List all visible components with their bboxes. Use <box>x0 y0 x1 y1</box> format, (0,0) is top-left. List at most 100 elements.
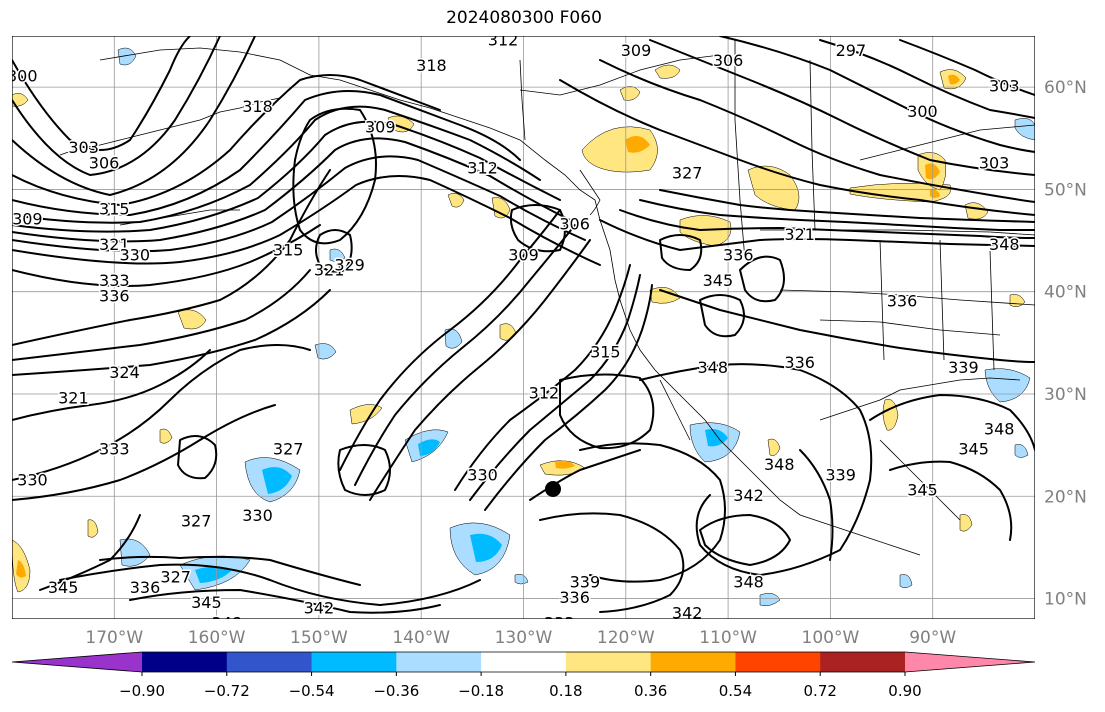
contour-value-label: 345 <box>48 578 79 597</box>
colorbar-segment <box>396 652 482 672</box>
contour-value-label: 324 <box>109 363 140 382</box>
map-title: 2024080300 F060 <box>446 8 602 28</box>
contour-value-label: 330 <box>242 506 273 525</box>
colorbar-segment <box>226 652 313 672</box>
latitude-tick-label: 60°N <box>1044 78 1087 98</box>
colorbar-extend-high <box>905 652 1035 672</box>
contour-value-label: 306 <box>713 51 744 70</box>
contour-value-label: 312 <box>488 31 519 50</box>
contour-value-label: 318 <box>416 56 447 75</box>
contour-value-label: 303 <box>68 138 99 157</box>
lat-lon-grid <box>12 36 1035 619</box>
contour-value-label: 297 <box>836 41 867 60</box>
contour-value-label: 330 <box>467 465 498 484</box>
contour-value-label: 348 <box>212 614 243 633</box>
longitude-tick-label: 160°W <box>188 628 246 648</box>
contour-lines <box>12 36 1035 614</box>
contour-value-label: 315 <box>273 240 304 259</box>
colorbar-tick-label: −0.18 <box>458 682 504 700</box>
longitude-tick-label: 110°W <box>699 628 757 648</box>
contour-value-label: 336 <box>887 291 918 310</box>
latitude-tick-label: 30°N <box>1044 385 1087 405</box>
contour-value-label: 327 <box>181 511 212 530</box>
latitude-tick-label: 20°N <box>1044 487 1087 507</box>
contour-value-label: 321 <box>58 389 89 408</box>
longitude-axis-labels: 170°W 160°W 150°W 140°W 130°W 120°W 110°W 100°W… <box>85 628 956 648</box>
contour-value-label: 345 <box>191 593 222 612</box>
map-area: 3003033063153093213303333363243213333303… <box>7 31 1035 633</box>
contour-value-label: 348 <box>764 455 795 474</box>
colorbar-segment <box>650 652 736 672</box>
contour-value-label: 318 <box>242 97 273 116</box>
contour-value-label: 348 <box>697 358 728 377</box>
shading-layer <box>12 47 1035 607</box>
contour-value-label: 333 <box>544 614 575 633</box>
closed-low-marker <box>545 481 561 497</box>
colorbar-segment <box>142 652 228 672</box>
contour-value-label: 321 <box>784 225 815 244</box>
contour-labels: 3003033063153093213303333363243213333303… <box>7 31 1021 633</box>
contour-value-label: 348 <box>733 573 764 592</box>
contour-value-label: 321 <box>314 261 345 280</box>
contour-value-label: 342 <box>733 486 764 505</box>
longitude-tick-label: 140°W <box>392 628 450 648</box>
contour-value-label: 303 <box>979 153 1010 172</box>
contour-value-label: 348 <box>984 419 1015 438</box>
contour-value-label: 309 <box>621 41 652 60</box>
coastlines <box>59 40 1035 556</box>
longitude-tick-label: 170°W <box>85 628 143 648</box>
contour-value-label: 333 <box>99 271 130 290</box>
colorbar-tick-label: −0.72 <box>204 682 250 700</box>
latitude-axis-labels: 60°N 50°N 40°N 30°N 20°N 10°N <box>1044 78 1087 609</box>
colorbar-tick-label: −0.36 <box>373 682 419 700</box>
contour-value-label: 300 <box>907 102 938 121</box>
contour-value-label: 309 <box>365 118 396 137</box>
colorbar-tick-label: 0.54 <box>719 682 752 700</box>
contour-value-label: 306 <box>89 153 120 172</box>
contour-value-label: 327 <box>672 164 703 183</box>
contour-value-label: 345 <box>958 440 989 459</box>
contour-value-label: 339 <box>825 465 856 484</box>
contour-value-label: 336 <box>723 245 754 264</box>
contour-value-label: 321 <box>99 235 130 254</box>
longitude-tick-label: 150°W <box>290 628 348 648</box>
colorbar-segment <box>820 652 906 672</box>
contour-value-label: 339 <box>948 358 979 377</box>
longitude-tick-label: 90°W <box>909 628 956 648</box>
colorbar-tick-label: 0.36 <box>634 682 667 700</box>
latitude-tick-label: 50°N <box>1044 180 1087 200</box>
contour-value-label: 300 <box>7 66 38 85</box>
contour-value-label: 327 <box>160 568 191 587</box>
contour-value-label: 345 <box>907 481 938 500</box>
contour-value-label: 330 <box>119 245 150 264</box>
contour-value-label: 315 <box>99 199 130 218</box>
colorbar-segment <box>311 652 397 672</box>
contour-value-label: 336 <box>559 588 590 607</box>
contour-value-label: 336 <box>130 578 161 597</box>
contour-value-label: 306 <box>559 215 590 234</box>
contour-value-label: 312 <box>529 383 560 402</box>
contour-value-label: 342 <box>304 598 335 617</box>
colorbar-tick-label: −0.90 <box>119 682 165 700</box>
contour-value-label: 327 <box>273 440 304 459</box>
contour-value-label: 342 <box>672 603 703 622</box>
longitude-tick-label: 120°W <box>597 628 655 648</box>
latitude-tick-label: 10°N <box>1044 590 1087 610</box>
latitude-tick-label: 40°N <box>1044 283 1087 303</box>
colorbar-segment <box>735 652 821 672</box>
colorbar-segment <box>481 652 567 672</box>
contour-value-label: 345 <box>703 271 734 290</box>
contour-value-label: 336 <box>784 353 815 372</box>
contour-value-label: 329 <box>334 256 365 275</box>
colorbar-tick-label: 0.72 <box>804 682 837 700</box>
contour-value-label: 303 <box>989 77 1020 96</box>
contour-value-label: 336 <box>99 286 130 305</box>
longitude-tick-label: 100°W <box>802 628 860 648</box>
contour-value-label: 315 <box>590 343 621 362</box>
contour-value-label: 312 <box>467 158 498 177</box>
contour-value-label: 339 <box>570 573 601 592</box>
colorbar-tick-label: 0.90 <box>888 682 921 700</box>
contour-value-label: 309 <box>12 210 43 229</box>
colorbar-segment <box>565 652 652 672</box>
contour-value-label: 333 <box>99 440 130 459</box>
